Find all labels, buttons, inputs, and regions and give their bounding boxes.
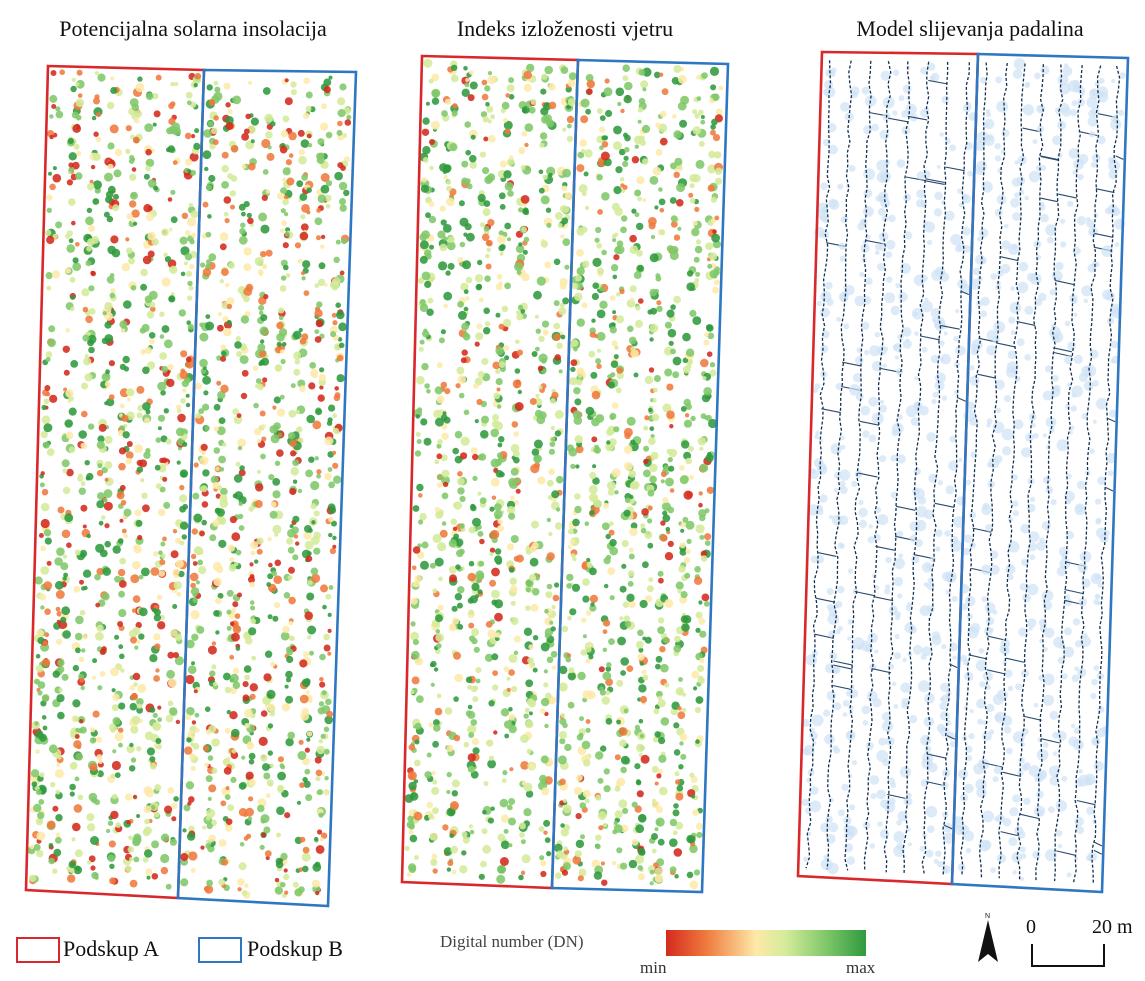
panel-title-insolation: Potencijalna solarna insolacija	[59, 16, 327, 41]
map-panel-insolation	[24, 64, 358, 908]
scale-bar	[1031, 944, 1105, 967]
scale-bar-end: 20 m	[1092, 916, 1133, 938]
legend-swatch-subset-b	[198, 937, 242, 963]
legend-label-subset-a: Podskup A	[63, 936, 159, 961]
map-panel-flow	[796, 50, 1130, 894]
legend-label-subset-b: Podskup B	[247, 936, 343, 961]
north-arrow-icon: N	[978, 913, 998, 962]
legend-dn-min: min	[640, 958, 667, 977]
legend-swatch-subset-a	[16, 937, 60, 963]
legend-color-ramp	[666, 930, 866, 956]
scale-bar-start: 0	[1026, 916, 1036, 938]
panel-title-wind: Indeks izloženosti vjetru	[456, 16, 674, 41]
legend-dn-max: max	[846, 958, 876, 977]
legend-dn-title: Digital number (DN)	[440, 932, 584, 951]
map-panel-wind	[400, 54, 730, 894]
panel-title-flow: Model slijevanja padalina	[856, 16, 1084, 41]
